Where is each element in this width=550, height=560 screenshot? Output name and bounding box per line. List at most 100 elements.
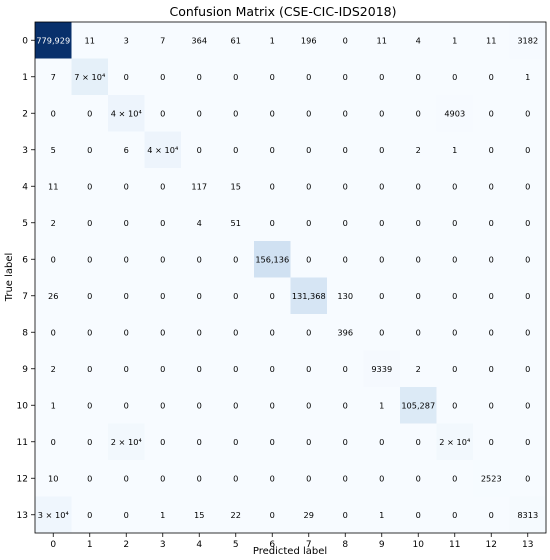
cell-value-6-11: 0 [452, 254, 457, 264]
heatmap-cell-2-2 [108, 95, 145, 132]
cell-value-1-8: 0 [343, 72, 348, 82]
cell-value-4-1: 0 [87, 181, 92, 191]
heatmap-cell-12-9 [363, 460, 401, 497]
heatmap-cell-1-2 [108, 58, 145, 96]
cell-value-11-0: 0 [51, 437, 56, 447]
heatmap-cell-3-9 [363, 131, 401, 169]
cell-value-5-8: 0 [343, 218, 348, 228]
heatmap-cell-4-12 [473, 168, 510, 205]
heatmap-cell-10-11 [436, 387, 474, 424]
heatmap-cell-4-1 [71, 168, 109, 205]
heatmap-cell-5-7 [290, 204, 328, 242]
heatmap-cell-3-1 [71, 131, 109, 169]
heatmap-cell-5-12 [473, 204, 510, 242]
cell-value-10-2: 0 [124, 400, 129, 410]
cell-value-6-12: 0 [489, 254, 494, 264]
heatmap-cell-8-13 [509, 314, 547, 351]
cell-value-1-5: 0 [233, 72, 238, 82]
cell-value-1-10: 0 [416, 72, 421, 82]
cell-value-4-11: 0 [452, 181, 457, 191]
heatmap-cell-0-8 [327, 22, 364, 59]
y-axis-label: True label [4, 253, 15, 303]
heatmap-cell-5-0 [35, 204, 72, 242]
cell-value-7-1: 0 [87, 291, 92, 301]
heatmap-cell-5-9 [363, 204, 401, 242]
cell-value-2-2: 4 × 10⁴ [111, 108, 143, 118]
cell-value-0-6: 1 [270, 35, 275, 45]
cell-value-9-4: 0 [197, 364, 202, 374]
heatmap-cell-10-3 [144, 387, 182, 424]
heatmap-cell-10-9 [363, 387, 401, 424]
heatmap-cell-1-7 [290, 58, 328, 96]
heatmap-cell-12-5 [217, 460, 255, 497]
heatmap-cell-4-4 [181, 168, 218, 205]
cell-value-12-9: 0 [379, 473, 384, 483]
y-tick-label-2: 2 [22, 109, 28, 119]
cell-value-7-9: 0 [379, 291, 384, 301]
heatmap-cell-12-10 [400, 460, 437, 497]
heatmap-cell-1-13 [509, 58, 547, 96]
x-tick-label-10: 10 [413, 540, 425, 550]
heatmap-cell-8-10 [400, 314, 437, 351]
cell-value-0-9: 11 [377, 35, 387, 45]
heatmap-cell-5-2 [108, 204, 145, 242]
cell-value-11-8: 0 [343, 437, 348, 447]
cell-value-4-13: 0 [525, 181, 530, 191]
cell-value-1-1: 7 × 10⁴ [74, 72, 106, 82]
heatmap-cell-3-12 [473, 131, 510, 169]
cell-value-6-6: 156,136 [255, 254, 289, 264]
cell-value-11-5: 0 [233, 437, 238, 447]
heatmap-cell-8-0 [35, 314, 72, 351]
heatmap-cell-8-12 [473, 314, 510, 351]
x-tick-label-11: 11 [449, 540, 460, 550]
cell-value-2-12: 0 [489, 108, 494, 118]
cell-value-7-7: 131,368 [292, 291, 326, 301]
cell-value-12-2: 0 [124, 473, 129, 483]
heatmap-cell-6-10 [400, 241, 437, 278]
cell-value-1-13: 1 [525, 72, 530, 82]
x-axis-ticks: 0 1 2 3 4 5 6 7 8 9 10 11 12 13 [50, 533, 533, 550]
heatmap-cell-1-10 [400, 58, 437, 96]
heatmap-cell-13-12 [473, 496, 510, 534]
cell-value-6-7: 0 [306, 254, 311, 264]
y-tick-label-10: 10 [17, 401, 29, 411]
heatmap-cell-9-1 [71, 350, 109, 388]
cell-value-10-7: 0 [306, 400, 311, 410]
heatmap-cell-8-1 [71, 314, 109, 351]
cell-value-11-1: 0 [87, 437, 92, 447]
cell-value-6-5: 0 [233, 254, 238, 264]
heatmap-cell-3-5 [217, 131, 255, 169]
cell-value-13-2: 0 [124, 510, 129, 520]
cell-value-7-6: 0 [270, 291, 275, 301]
heatmap-cell-0-11 [436, 22, 474, 59]
cell-value-8-11: 0 [452, 327, 457, 337]
heatmap-cell-1-3 [144, 58, 182, 96]
heatmap-cell-5-8 [327, 204, 364, 242]
cell-value-13-1: 0 [87, 510, 92, 520]
heatmap-cell-7-4 [181, 277, 218, 315]
cell-value-5-0: 2 [51, 218, 56, 228]
cell-value-9-13: 0 [525, 364, 530, 374]
heatmap-cell-12-7 [290, 460, 328, 497]
plot-frame [34, 21, 547, 534]
heatmap-cell-10-2 [108, 387, 145, 424]
heatmap-cell-1-8 [327, 58, 364, 96]
cell-value-6-3: 0 [160, 254, 165, 264]
heatmap-cell-4-3 [144, 168, 182, 205]
cell-value-12-11: 0 [452, 473, 457, 483]
cell-value-4-0: 11 [48, 181, 58, 191]
cell-value-11-7: 0 [306, 437, 311, 447]
heatmap-cell-3-0 [35, 131, 72, 169]
x-tick-label-1: 1 [87, 540, 93, 550]
x-tick-label-12: 12 [486, 540, 497, 550]
cell-value-2-5: 0 [233, 108, 238, 118]
heatmap-cell-7-2 [108, 277, 145, 315]
chart-title: Confusion Matrix (CSE-CIC-IDS2018) [169, 4, 396, 19]
x-axis-label: Predicted label [253, 546, 327, 557]
cell-value-11-9: 0 [379, 437, 384, 447]
heatmap-cell-5-5 [217, 204, 255, 242]
heatmap-cell-7-7 [290, 277, 328, 315]
cell-value-2-10: 0 [416, 108, 421, 118]
heatmap-cell-3-7 [290, 131, 328, 169]
